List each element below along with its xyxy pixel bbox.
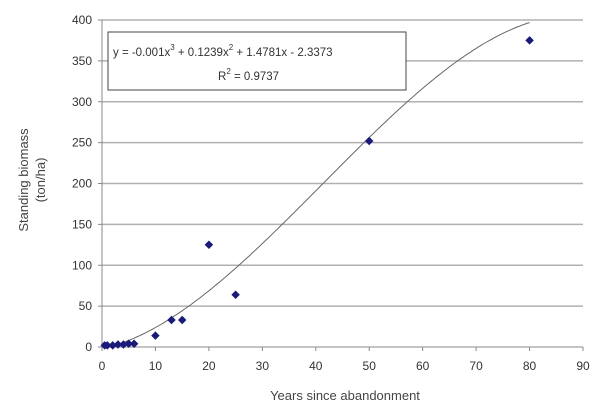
x-tick-label: 20 xyxy=(202,359,216,373)
data-point-3 xyxy=(113,340,123,349)
data-point-1 xyxy=(103,341,112,350)
y-tick-label: 400 xyxy=(72,13,92,27)
trendline-equation: y = -0.001x3 + 0.1239x2 + 1.4781x - 2.33… xyxy=(113,43,333,59)
y-axis-title: Standing biomass (ton/ha) xyxy=(16,128,48,232)
axes xyxy=(98,19,584,351)
y-tick-label: 200 xyxy=(72,177,92,191)
y-tick-label: 150 xyxy=(72,217,92,231)
x-axis-title: Years since abandonment xyxy=(270,388,420,403)
data-point-12 xyxy=(364,136,374,146)
y-tick-label: 250 xyxy=(72,136,92,150)
x-tick-label: 60 xyxy=(416,359,430,373)
r-squared: R2 = 0.9737 xyxy=(218,67,279,83)
data-point-13 xyxy=(525,36,534,45)
data-point-6 xyxy=(129,339,139,348)
y-tick-labels: 0 50 100 150 200 250 300 350 400 xyxy=(72,13,92,354)
y-tick-label: 100 xyxy=(72,258,92,272)
data-point-4 xyxy=(119,340,128,349)
x-tick-label: 50 xyxy=(363,359,377,373)
x-tick-label: 30 xyxy=(256,359,270,373)
y-tick-label: 300 xyxy=(72,95,92,109)
x-tick-label: 80 xyxy=(523,359,537,373)
trendline xyxy=(109,22,530,348)
y-axis-title-line2: (ton/ha) xyxy=(33,158,48,203)
data-point-2 xyxy=(108,341,117,350)
y-tick-label: 0 xyxy=(85,340,92,354)
x-tick-label: 90 xyxy=(576,359,590,373)
data-point-9 xyxy=(177,315,187,325)
equation-box: y = -0.001x3 + 0.1239x2 + 1.4781x - 2.33… xyxy=(107,31,407,91)
x-tick-label: 10 xyxy=(149,359,163,373)
data-point-7 xyxy=(151,331,160,340)
x-tick-labels: 0 10 20 30 40 50 60 70 80 90 xyxy=(99,359,590,373)
y-axis-title-line1: Standing biomass xyxy=(16,128,31,232)
equation-box-border xyxy=(107,31,407,91)
x-tick-label: 40 xyxy=(309,359,323,373)
y-tick-label: 50 xyxy=(79,299,93,313)
x-tick-label: 70 xyxy=(469,359,483,373)
data-point-5 xyxy=(124,339,133,348)
data-point-11 xyxy=(231,290,240,299)
data-points xyxy=(100,36,534,350)
y-tick-label: 350 xyxy=(72,54,92,68)
data-point-10 xyxy=(204,240,214,250)
data-point-8 xyxy=(167,315,176,325)
x-tick-label: 0 xyxy=(99,359,106,373)
